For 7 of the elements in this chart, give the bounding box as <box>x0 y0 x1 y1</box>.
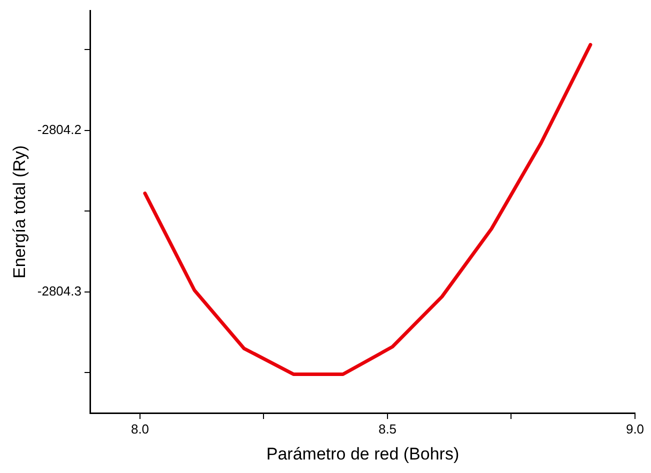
x-tick-label: 9.0 <box>626 421 644 436</box>
x-tick-label: 8.0 <box>130 421 150 436</box>
x-axis-title: Parámetro de red (Bohrs) <box>266 444 460 464</box>
y-tick-label: -2804.3 <box>37 283 82 298</box>
y-tick-label: -2804.2 <box>37 122 82 137</box>
x-tick-label: 8.5 <box>378 421 397 436</box>
y-axis-title: Energía total (Ry) <box>10 145 29 279</box>
